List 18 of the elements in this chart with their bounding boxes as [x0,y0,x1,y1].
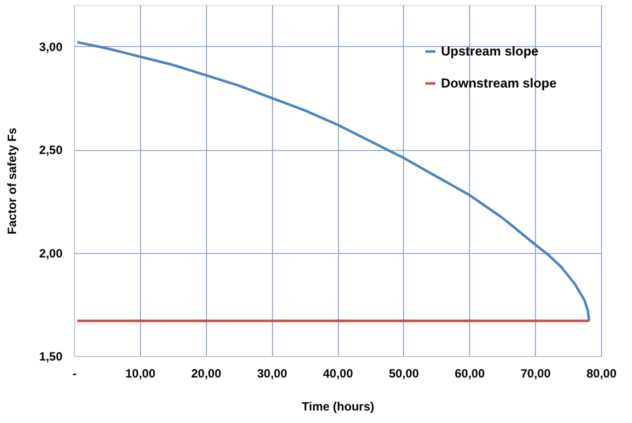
x-tick-label: 60,00 [454,366,486,380]
x-tick-label: - [72,366,76,380]
x-tick-label: 30,00 [257,366,288,380]
legend-label: Upstream slope [441,44,539,58]
x-tick-label: 20,00 [191,366,222,380]
x-axis-title: Time (hours) [302,400,374,414]
legend-label: Downstream slope [441,76,557,90]
y-tick-label: 3,00 [39,40,63,54]
y-axis-title: Factor of safety Fs [5,127,20,234]
y-tick-label: 2,00 [39,246,63,260]
x-tick-label: 50,00 [388,366,420,380]
x-tick-label: 80,00 [586,366,617,380]
x-tick-label: 70,00 [520,366,551,380]
x-tick-label: 10,00 [125,366,156,380]
x-tick-label: 40,00 [322,366,354,380]
y-tick-label: 2,50 [39,143,63,158]
line-series [76,40,590,322]
y-tick-label: 1,50 [39,350,63,364]
